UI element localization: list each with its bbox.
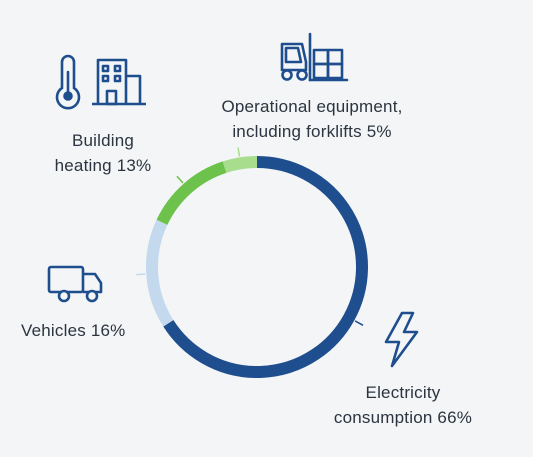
truck-icon: [47, 265, 103, 303]
slice-electricity-tick: [354, 320, 364, 326]
label-electricity-line1: Electricity: [365, 383, 441, 402]
label-building-heating: Building heating 13%: [38, 128, 168, 178]
donut-slices: [146, 156, 368, 378]
slice-electricity: [163, 156, 368, 378]
thermometer-icon: [55, 54, 81, 110]
label-building-heating-line1: Building: [71, 131, 135, 150]
label-electricity-line2: consumption 66%: [333, 408, 473, 427]
label-building-heating-line2: heating 13%: [54, 156, 152, 175]
label-operational-equipment: Operational equipment, including forklif…: [198, 94, 426, 144]
lightning-bolt-icon: [384, 311, 419, 368]
label-electricity: Electricity consumption 66%: [318, 380, 488, 430]
slice-operational-equipment: [222, 156, 258, 173]
slice-vehicles-tick: [136, 273, 146, 276]
slice-building-heating-tick: [176, 175, 184, 184]
slice-vehicles: [146, 219, 174, 327]
label-leader-ticks: [136, 147, 364, 326]
label-operational-equipment-line2: including forklifts 5%: [232, 122, 392, 141]
label-operational-equipment-line1: Operational equipment,: [221, 97, 403, 116]
label-vehicles: Vehicles 16%: [21, 318, 151, 343]
slice-building-heating: [156, 161, 227, 225]
forklift-icon: [280, 32, 349, 82]
building-icon: [92, 58, 146, 106]
label-vehicles-line1: Vehicles 16%: [21, 321, 126, 340]
slice-operational-equipment-tick: [237, 147, 241, 157]
